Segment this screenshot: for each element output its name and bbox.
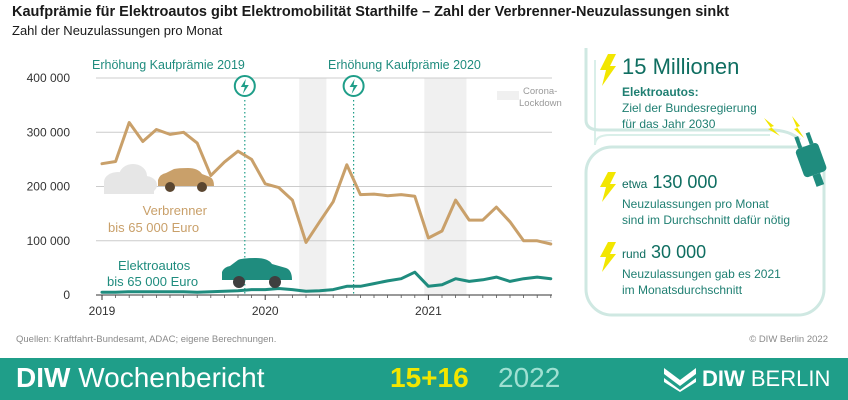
series-label-elektro-sub: bis 65 000 Euro [107, 274, 199, 289]
series-line-1 [100, 270, 553, 294]
lightning-icon [349, 79, 358, 94]
lockdown-legend-label-2: Lockdown [519, 98, 562, 109]
plug-icon [794, 131, 827, 187]
panel-low-desc-1: Neuzulassungen gab es 2021 [622, 267, 781, 281]
page-subtitle: Zahl der Neuzulassungen pro Monat [12, 23, 223, 38]
lightning-icon [792, 116, 804, 138]
panel-big-desc-2: für das Jahr 2030 [622, 117, 716, 131]
lightning-icon [600, 242, 616, 272]
series-label-verbrenner-sub: bis 65 000 Euro [108, 220, 200, 235]
info-panel-outline [584, 48, 826, 317]
panel-low-value: rund 30 000 [622, 242, 707, 262]
car-icon [158, 168, 214, 192]
y-tick-label: 100 000 [27, 234, 71, 248]
footer-logo-text: DIW BERLIN [702, 366, 831, 391]
annotation-2020: Erhöhung Kaufprämie 2020 [328, 58, 481, 72]
panel-big-value: 15 Millionen [622, 54, 740, 79]
x-tick-label: 2021 [415, 304, 442, 318]
x-tick-label: 2020 [252, 304, 279, 318]
copyright-note: © DIW Berlin 2022 [749, 334, 828, 345]
panel-mid-value: etwa 130 000 [622, 172, 718, 192]
y-tick-label: 300 000 [27, 125, 71, 139]
lockdown-legend-label: Corona- [523, 86, 558, 97]
page-title: Kaufprämie für Elektroautos gibt Elektro… [12, 4, 730, 20]
footer-bar: DIW Wochenbericht 15+16 2022 DIW BERLIN [0, 358, 848, 400]
rain-cloud-icon [104, 164, 157, 194]
footer-brand: DIW Wochenbericht [16, 362, 265, 393]
panel-low-desc-2: im Monatsdurchschnitt [622, 283, 743, 297]
diw-logo-icon [664, 368, 696, 392]
x-tick-label: 2019 [89, 304, 116, 318]
lightning-icon [600, 54, 616, 86]
series-line-0 [100, 121, 553, 246]
panel-mid-desc-2: sind im Durchschnitt dafür nötig [622, 213, 791, 227]
y-tick-label: 200 000 [27, 180, 71, 194]
lockdown-legend-swatch [497, 91, 519, 100]
lightning-icon [240, 79, 249, 94]
series-label-verbrenner: Verbrenner [142, 203, 207, 218]
annotation-2019: Erhöhung Kaufprämie 2019 [92, 58, 245, 72]
series-layer [100, 121, 553, 294]
footer-issue: 15+16 [390, 362, 469, 393]
lightning-icon [764, 118, 780, 136]
annotation-layer [233, 75, 365, 295]
panel-mid-desc-1: Neuzulassungen pro Monat [622, 197, 769, 211]
source-note: Quellen: Kraftfahrt-Bundesamt, ADAC; eig… [16, 334, 277, 345]
series-label-elektro: Elektroautos [118, 258, 191, 273]
y-tick-label: 400 000 [27, 71, 71, 85]
car-icon [222, 258, 292, 288]
panel-big-desc-1: Ziel der Bundesregierung [622, 101, 757, 115]
y-tick-label: 0 [63, 288, 70, 302]
panel-big-label: Elektroautos: [622, 85, 699, 99]
footer-year: 2022 [498, 362, 561, 393]
lightning-icon [600, 172, 616, 202]
